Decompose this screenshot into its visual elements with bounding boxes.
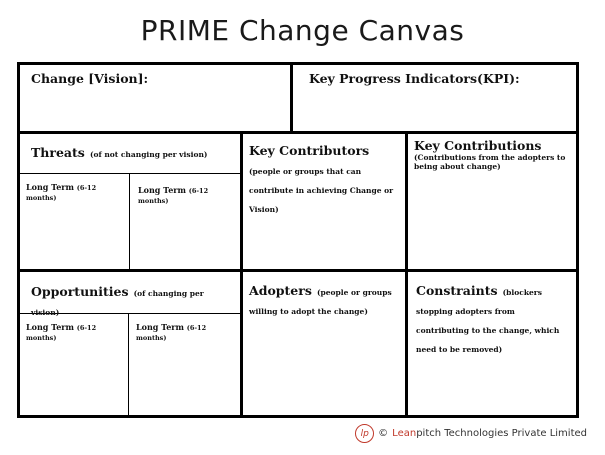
- constraints-note: (blockers stopping adopters from contrib…: [416, 288, 560, 354]
- border-left: [17, 62, 20, 418]
- key-contributors-note: (people or groups that can contribute in…: [249, 167, 394, 214]
- footer: lp © Lean pitch Technologies Private Limit…: [355, 424, 587, 443]
- vision-label: Change [Vision]:: [31, 71, 149, 86]
- divider-col-2: [405, 131, 408, 418]
- border-right: [576, 62, 579, 418]
- threats-label: Threats: [31, 145, 85, 160]
- opportunities-long-term-2-note: (6-12 months): [136, 324, 207, 342]
- canvas-title: PRIME Change Canvas: [140, 14, 465, 47]
- opportunities-label: Opportunities: [31, 284, 129, 299]
- threats-long-term-2-label: Long Term: [138, 185, 186, 195]
- threats-split-line: [129, 173, 130, 270]
- adopters-box[interactable]: Adopters (people or groups willing to ad…: [249, 280, 399, 318]
- opportunities-header: Opportunities (of changing per vision): [31, 281, 231, 319]
- vision-box[interactable]: Change [Vision]:: [31, 72, 281, 86]
- copyright-symbol: ©: [378, 428, 389, 439]
- key-contributors-label: Key Contributors: [249, 143, 370, 158]
- company-name: pitch Technologies Private Limited: [416, 428, 587, 439]
- opportunities-long-term-1-note: (6-12 months): [26, 324, 97, 342]
- constraints-box[interactable]: Constraints (blockers stopping adopters …: [416, 280, 566, 356]
- opportunities-header-line: [17, 313, 242, 314]
- kpi-label: Key Progress Indicators(KPI):: [309, 71, 520, 86]
- key-contributions-label: Key Contributions: [414, 138, 542, 153]
- constraints-label: Constraints: [416, 283, 498, 298]
- opportunities-note: (of changing per vision): [31, 289, 204, 317]
- divider-col-1: [240, 131, 243, 418]
- divider-row-1: [17, 131, 579, 134]
- adopters-label: Adopters: [249, 283, 312, 298]
- threats-long-term-1-label: Long Term: [26, 182, 74, 192]
- change-canvas: Change [Vision]: Key Progress Indicators…: [17, 62, 579, 418]
- kpi-box[interactable]: Key Progress Indicators(KPI):: [309, 72, 569, 86]
- adopters-note: (people or groups willing to adopt the c…: [249, 288, 392, 316]
- threats-long-term-1[interactable]: Long Term (6-12 months): [26, 182, 126, 202]
- opportunities-long-term-2-label: Long Term: [136, 322, 184, 332]
- key-contributions-note: (Contributions from the adopters to bein…: [414, 153, 566, 171]
- brand-name: Lean: [392, 428, 417, 439]
- opportunities-long-term-1[interactable]: Long Term (6-12 months): [26, 322, 126, 342]
- threats-long-term-1-note: (6-12 months): [26, 184, 97, 202]
- opportunities-long-term-2[interactable]: Long Term (6-12 months): [136, 322, 236, 342]
- threats-note: (of not changing per vision): [89, 150, 208, 159]
- border-top: [17, 62, 579, 65]
- divider-vision-kpi: [290, 62, 293, 134]
- key-contributions-box[interactable]: Key Contributions (Contributions from th…: [414, 138, 569, 172]
- threats-header: Threats (of not changing per vision): [31, 142, 236, 161]
- border-bottom: [17, 415, 579, 418]
- key-contributors-box[interactable]: Key Contributors (people or groups that …: [249, 140, 399, 216]
- leanpitch-logo-icon: lp: [355, 424, 375, 443]
- divider-row-2: [17, 269, 579, 272]
- opportunities-split-line: [128, 313, 129, 417]
- opportunities-long-term-1-label: Long Term: [26, 322, 74, 332]
- threats-long-term-2[interactable]: Long Term (6-12 months): [138, 185, 238, 205]
- threats-long-term-2-note: (6-12 months): [138, 187, 209, 205]
